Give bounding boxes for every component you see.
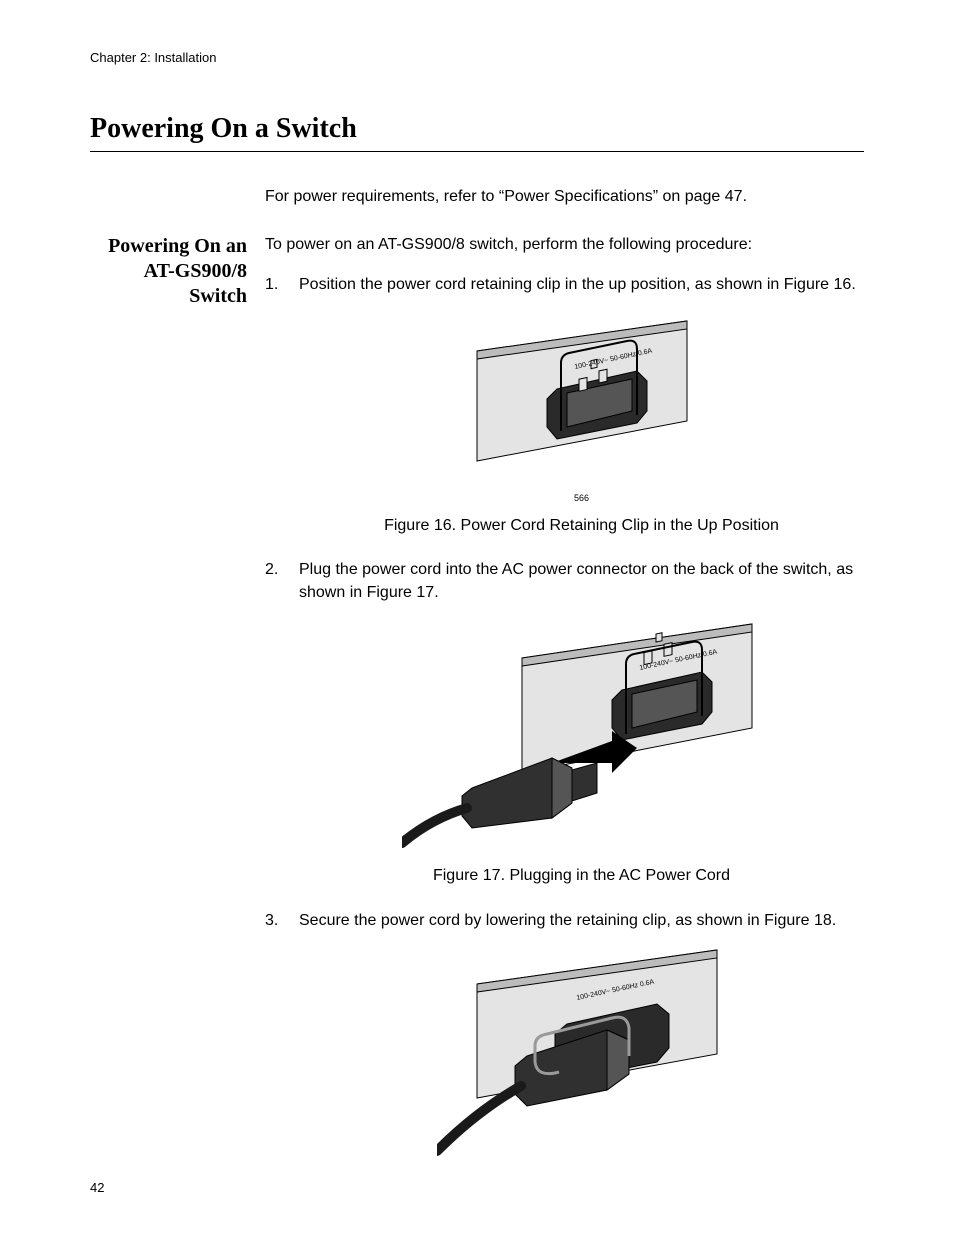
step-1-text: Position the power cord retaining clip i… [299,276,856,293]
figure-17-svg: 100-240V~ 50-60Hz 0.6A [402,618,762,848]
figure-17: 100-240V~ 50-60Hz 0.6A [299,618,864,855]
lead-paragraph: To power on an AT-GS900/8 switch, perfor… [265,234,864,256]
document-page: Chapter 2: Installation Powering On a Sw… [0,0,954,1235]
step-2-text: Plug the power cord into the AC power co… [299,561,853,600]
side-column: Powering On an AT-GS900/8 Switch [90,234,265,309]
figure-16-svg: 100-240V~ 50-60Hz 0.6A [467,311,697,481]
heading-line-1: Powering On an [108,235,247,257]
figure-17-caption: Figure 17. Plugging in the AC Power Cord [299,865,864,887]
figure-16-caption: Figure 16. Power Cord Retaining Clip in … [299,515,864,537]
figure-16-small-number: 566 [299,492,864,505]
main-column: To power on an AT-GS900/8 switch, perfor… [265,234,864,1178]
step-3-text: Secure the power cord by lowering the re… [299,912,836,929]
intro-paragraph: For power requirements, refer to “Power … [90,188,864,206]
figure-18: 100-240V~ 50-60Hz 0.6A [299,946,864,1163]
figure-18-svg: 100-240V~ 50-60Hz 0.6A [437,946,727,1156]
step-2: Plug the power cord into the AC power co… [265,559,864,888]
section-title: Powering On a Switch [90,113,864,152]
heading-line-3: Switch [189,285,247,307]
step-3: Secure the power cord by lowering the re… [265,910,864,1164]
page-number: 42 [90,1180,104,1195]
content-row: Powering On an AT-GS900/8 Switch To powe… [90,234,864,1178]
procedure-list: Position the power cord retaining clip i… [265,274,864,1163]
subsection-heading: Powering On an AT-GS900/8 Switch [90,234,247,309]
figure-16: 100-240V~ 50-60Hz 0.6A 566 [299,311,864,505]
step-1: Position the power cord retaining clip i… [265,274,864,537]
heading-line-2: AT-GS900/8 [144,260,247,282]
chapter-header: Chapter 2: Installation [90,50,864,65]
